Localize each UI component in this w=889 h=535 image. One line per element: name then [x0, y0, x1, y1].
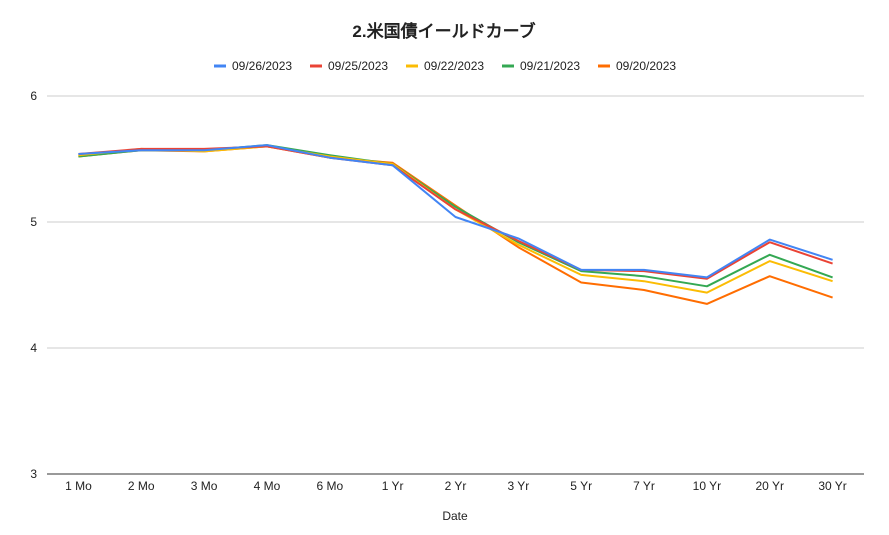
y-tick-label: 6: [30, 89, 37, 103]
legend: 09/26/2023 09/25/2023 09/22/2023 09/21/2023…: [214, 59, 676, 73]
x-tick-label: 3 Mo: [191, 479, 218, 493]
x-tick-label: 5 Yr: [570, 479, 592, 493]
legend-label: 09/22/2023: [424, 59, 484, 73]
y-tick-label: 4: [30, 341, 37, 355]
x-tick-label: 7 Yr: [633, 479, 655, 493]
legend-label: 09/20/2023: [616, 59, 676, 73]
x-tick-label: 4 Mo: [254, 479, 281, 493]
legend-label: 09/26/2023: [232, 59, 292, 73]
series-line: [78, 144, 833, 288]
series-line: [78, 144, 833, 279]
chart-title: 2.米国債イールドカーブ: [352, 21, 535, 41]
x-tick-label: 10 Yr: [693, 479, 721, 493]
legend-label: 09/25/2023: [328, 59, 388, 73]
legend-label: 09/21/2023: [520, 59, 580, 73]
x-tick-label: 20 Yr: [755, 479, 783, 493]
x-axis-ticks: 1 Mo 2 Mo 3 Mo 4 Mo 6 Mo 1 Yr 2 Yr 3 Yr 5 Yr 7 Yr…: [65, 479, 847, 493]
x-tick-label: 3 Yr: [507, 479, 529, 493]
y-tick-label: 3: [30, 467, 37, 481]
y-axis-ticks: 3 4 5 6: [30, 89, 37, 481]
x-tick-label: 1 Mo: [65, 479, 92, 493]
series-lines: [78, 144, 833, 305]
x-tick-label: 2 Yr: [445, 479, 467, 493]
x-tick-label: 6 Mo: [316, 479, 343, 493]
x-tick-label: 30 Yr: [818, 479, 846, 493]
y-tick-label: 5: [30, 215, 37, 229]
gridlines: [47, 95, 864, 475]
x-tick-label: 2 Mo: [128, 479, 155, 493]
x-axis-title: Date: [442, 509, 468, 523]
series-line: [78, 145, 833, 280]
x-tick-label: 1 Yr: [382, 479, 404, 493]
